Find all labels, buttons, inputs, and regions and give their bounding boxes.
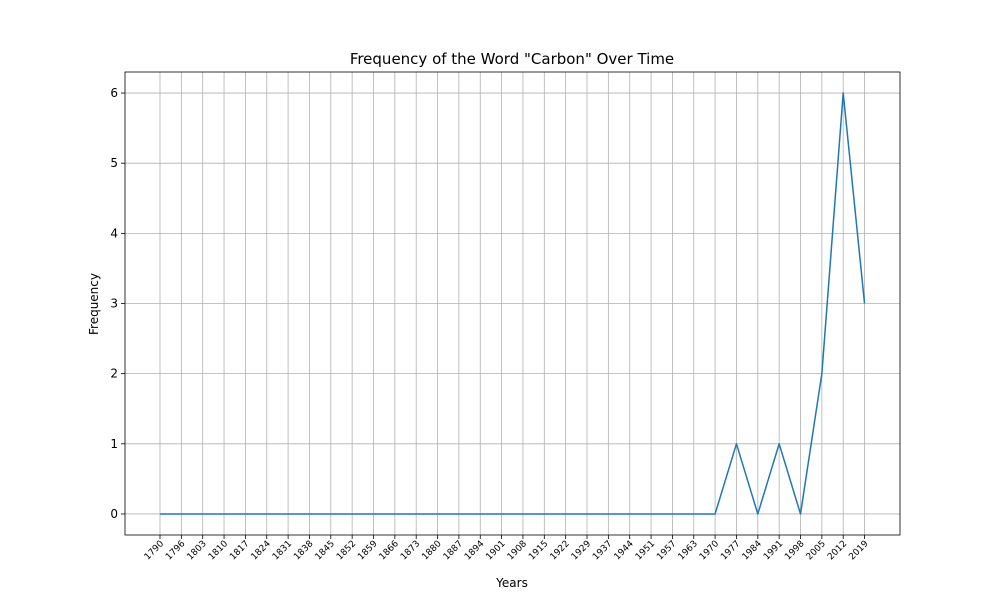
chart-title: Frequency of the Word "Carbon" Over Time (350, 50, 674, 68)
x-tick-label: 1873 (399, 539, 422, 562)
y-tick-label: 3 (110, 297, 118, 311)
x-tick-label: 1915 (527, 539, 550, 562)
y-tick-label: 1 (110, 437, 118, 451)
series-line (160, 92, 866, 515)
x-tick-label: 1977 (719, 539, 742, 562)
x-tick-label: 1803 (186, 539, 209, 562)
x-tick-label: 1937 (591, 539, 614, 562)
x-tick-label: 2019 (847, 539, 870, 562)
x-tick-label: 1845 (314, 539, 337, 562)
x-tick-label: 1951 (634, 539, 657, 562)
y-tick-label: 4 (110, 226, 118, 240)
x-tick-label: 1824 (250, 539, 273, 562)
y-tick-label: 6 (110, 86, 118, 100)
x-tick-label: 1838 (292, 539, 315, 562)
x-tick-label: 1929 (570, 539, 593, 562)
x-tick-label: 1831 (271, 539, 294, 562)
x-tick-label: 1810 (207, 539, 230, 562)
x-tick-label: 1817 (228, 539, 251, 562)
x-tick-label: 1894 (463, 539, 486, 562)
y-tick-label: 5 (110, 156, 118, 170)
x-tick-label: 1880 (420, 539, 443, 562)
x-tick-label: 1852 (335, 539, 358, 562)
y-tick-label: 0 (110, 507, 118, 521)
x-tick-label: 2005 (805, 539, 828, 562)
x-axis-label: Years (495, 576, 528, 590)
x-tick-label: 2012 (826, 539, 849, 562)
grid (125, 72, 900, 535)
x-tick-label: 1944 (613, 539, 636, 562)
x-tick-label: 1908 (506, 539, 529, 562)
x-axis: 1790179618031810181718241831183818451852… (143, 535, 871, 562)
x-tick-label: 1790 (143, 539, 166, 562)
series-group (160, 92, 866, 515)
x-tick-label: 1866 (378, 539, 401, 562)
x-tick-label: 1970 (698, 539, 721, 562)
x-tick-label: 1963 (677, 539, 700, 562)
x-tick-label: 1984 (741, 539, 764, 562)
y-axis-label: Frequency (87, 273, 101, 335)
x-tick-label: 1887 (442, 539, 465, 562)
x-tick-label: 1998 (783, 539, 806, 562)
y-tick-label: 2 (110, 367, 118, 381)
y-axis: 0 1 2 3 4 5 6 (110, 86, 125, 521)
x-tick-label: 1922 (549, 539, 572, 562)
x-tick-label: 1859 (356, 539, 379, 562)
x-tick-label: 1957 (655, 539, 678, 562)
x-tick-label: 1991 (762, 539, 785, 562)
x-tick-label: 1901 (484, 539, 507, 562)
x-tick-label: 1796 (164, 539, 187, 562)
